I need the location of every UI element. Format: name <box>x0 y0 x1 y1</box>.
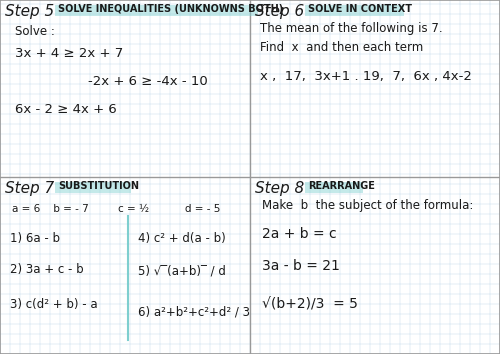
Text: Step 5: Step 5 <box>5 4 54 19</box>
Text: Find  x  and then each term: Find x and then each term <box>260 41 423 54</box>
Text: -2x + 6 ≥ -4x - 10: -2x + 6 ≥ -4x - 10 <box>88 75 208 88</box>
Text: SOLVE INEQUALITIES (UNKNOWNS BOTH): SOLVE INEQUALITIES (UNKNOWNS BOTH) <box>58 4 283 14</box>
Bar <box>305 182 363 193</box>
Text: Make  b  the subject of the formula:: Make b the subject of the formula: <box>262 199 474 212</box>
Text: Step 7: Step 7 <box>5 181 54 196</box>
Text: x ,  17,  3x+1 . 19,  7,  6x , 4x-2: x , 17, 3x+1 . 19, 7, 6x , 4x-2 <box>260 70 472 82</box>
Text: The mean of the following is 7.: The mean of the following is 7. <box>260 22 442 35</box>
Text: 3x + 4 ≥ 2x + 7: 3x + 4 ≥ 2x + 7 <box>15 47 123 59</box>
Text: 3) c(d² + b) - a: 3) c(d² + b) - a <box>10 298 98 311</box>
Text: REARRANGE: REARRANGE <box>308 181 375 191</box>
Text: 2a + b = c: 2a + b = c <box>262 227 337 241</box>
Text: 6x - 2 ≥ 4x + 6: 6x - 2 ≥ 4x + 6 <box>15 103 117 116</box>
Bar <box>55 182 130 193</box>
Text: 5) √‾(a+b)‾ / d: 5) √‾(a+b)‾ / d <box>138 264 226 277</box>
Text: 2) 3a + c - b: 2) 3a + c - b <box>10 263 84 275</box>
Bar <box>305 5 404 16</box>
Text: a = 6    b = - 7         c = ½           d = - 5: a = 6 b = - 7 c = ½ d = - 5 <box>12 204 221 214</box>
Text: Step 8: Step 8 <box>255 181 304 196</box>
Text: 4) c² + d(a - b): 4) c² + d(a - b) <box>138 233 225 245</box>
Text: 3a - b = 21: 3a - b = 21 <box>262 258 340 273</box>
Text: SOLVE IN CONTEXT: SOLVE IN CONTEXT <box>308 4 412 14</box>
Text: Solve :: Solve : <box>15 25 55 38</box>
Text: 1) 6a - b: 1) 6a - b <box>10 233 60 245</box>
Text: SUBSTITUTION: SUBSTITUTION <box>58 181 139 191</box>
Text: 6) a²+b²+c²+d² / 3: 6) a²+b²+c²+d² / 3 <box>138 305 250 318</box>
Bar <box>55 5 258 16</box>
Text: Step 6: Step 6 <box>255 4 304 19</box>
Text: √(b+2)/3  = 5: √(b+2)/3 = 5 <box>262 297 358 312</box>
